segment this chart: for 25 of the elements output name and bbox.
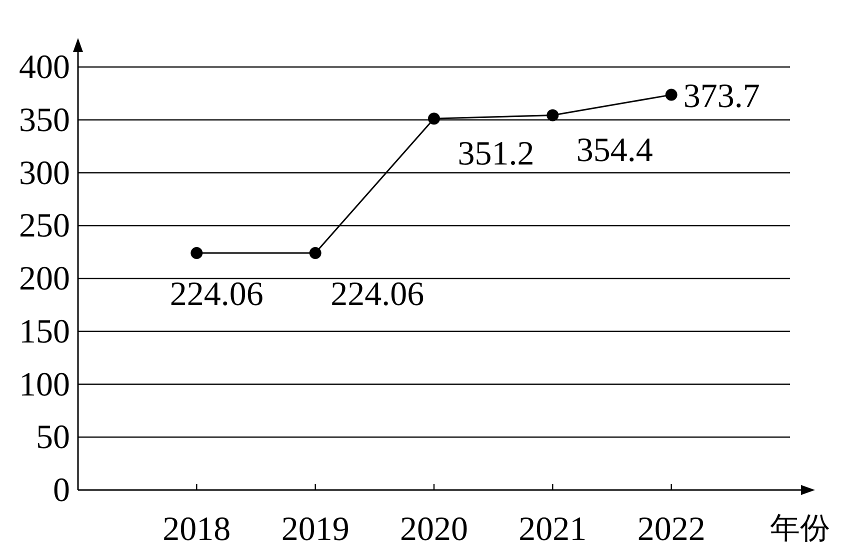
y-tick-label: 200 <box>19 260 70 298</box>
y-tick-label: 50 <box>36 419 70 456</box>
point <box>665 88 678 101</box>
y-tick-label: 350 <box>19 102 70 139</box>
data-label: 224.06 <box>330 276 424 314</box>
y-tick-label: 300 <box>19 154 70 192</box>
x-tick-label: 2022 <box>637 511 706 548</box>
data-label: 354.4 <box>576 132 653 170</box>
y-tick-label: 0 <box>53 472 70 509</box>
point <box>546 109 559 122</box>
data-label: 373.7 <box>683 78 760 115</box>
point <box>309 247 322 260</box>
y-tick-label: 100 <box>19 366 70 404</box>
data-label: 224.06 <box>170 276 264 314</box>
data-label: 351.2 <box>458 136 534 173</box>
y-tick-label: 150 <box>19 313 70 350</box>
x-tick-label: 2019 <box>281 511 350 548</box>
x-tick-label: 2018 <box>162 511 231 548</box>
y-tick-label: 400 <box>19 49 70 86</box>
x-tick-label: 2021 <box>518 511 587 548</box>
point <box>190 247 203 260</box>
point <box>428 112 440 125</box>
xlabel: 年份 <box>770 512 830 545</box>
y-tick-label: 250 <box>19 208 70 245</box>
x-tick-label: 2020 <box>400 511 468 548</box>
